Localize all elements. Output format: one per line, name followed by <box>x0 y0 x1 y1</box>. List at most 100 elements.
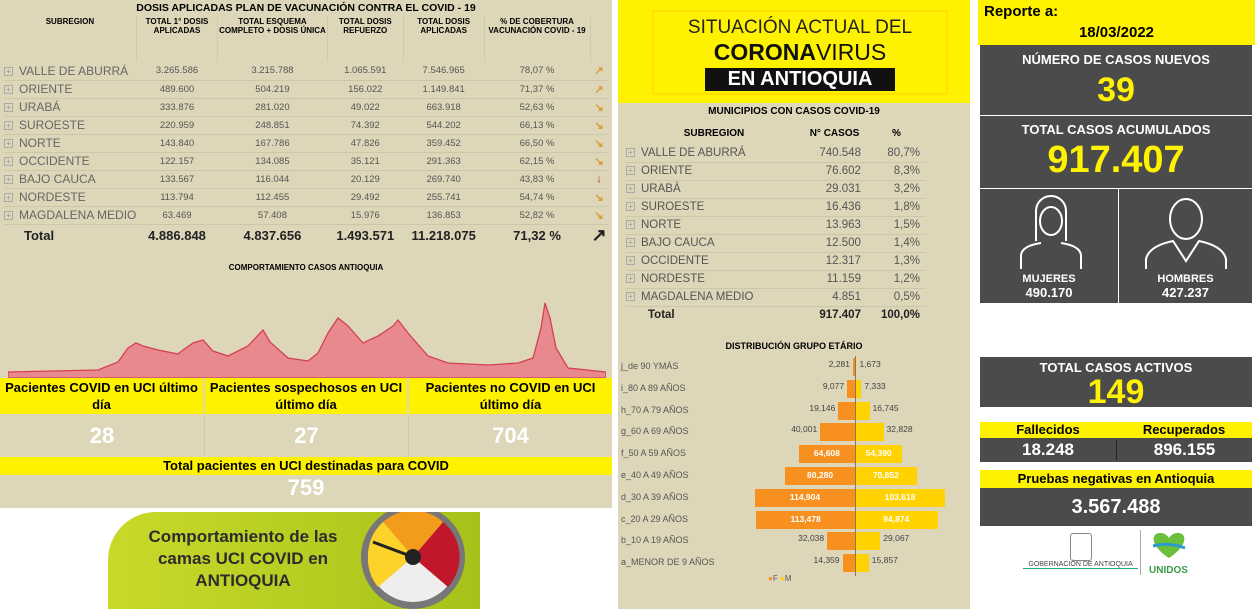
bar-male[interactable] <box>855 379 862 398</box>
expand-icon[interactable]: + <box>4 193 13 203</box>
expand-icon[interactable]: + <box>626 292 635 302</box>
cell-text: OCCIDENTE <box>641 255 709 267</box>
arrow-glyph: ↘ <box>594 155 604 168</box>
cell: 1,8% <box>866 198 926 217</box>
bar-male[interactable] <box>855 467 917 485</box>
bar-female[interactable] <box>842 554 855 573</box>
subregion-cell: + NORDESTE <box>4 188 137 207</box>
subregion-cell: + BAJO CAUCA <box>4 170 137 189</box>
cell-text: 1,4% <box>893 237 920 249</box>
bar-female[interactable] <box>827 532 855 551</box>
report-date: 18/03/2022 <box>1078 24 1155 41</box>
new-cases-box: NÚMERO DE CASOS NUEVOS 39 <box>980 45 1252 115</box>
municipios-row[interactable]: + MAGDALENA MEDIO 4.851 0,5% <box>626 288 926 307</box>
cell-text: 54,74 % <box>519 191 555 203</box>
cell-text: 281.020 <box>255 101 290 113</box>
expand-icon[interactable]: + <box>4 157 13 167</box>
bar-female[interactable] <box>756 510 855 529</box>
expand-icon[interactable]: + <box>626 274 635 284</box>
deaths-label: Fallecidos <box>1016 422 1080 437</box>
cell-text: 116.044 <box>255 173 290 185</box>
vaccination-header: TOTAL DOSIS REFUERZO <box>327 17 404 62</box>
value-cell: 20.129 <box>327 170 404 189</box>
expand-icon[interactable]: + <box>626 220 635 230</box>
cell-text: 35.121 <box>350 155 380 167</box>
municipios-row[interactable]: + NORDESTE 11.159 1,2% <box>626 270 926 289</box>
vaccination-row[interactable]: + VALLE DE ABURRÁ 3.265.586 3.215.788 1.065.… <box>4 62 608 81</box>
cell-text: 663.918 <box>426 101 461 113</box>
bar-male[interactable] <box>855 554 869 573</box>
cell-text: 248.851 <box>255 119 290 131</box>
vaccination-row[interactable]: + BAJO CAUCA 133.567 116.044 20.129 269.740 43… <box>4 170 608 189</box>
expand-icon[interactable]: + <box>4 139 13 149</box>
bar-male[interactable] <box>855 445 903 464</box>
trend-down-icon: ↓ <box>590 170 608 189</box>
expand-icon[interactable]: + <box>626 238 635 248</box>
uci-beds-banner[interactable]: Comportamiento de las camas UCI COVID en… <box>108 512 480 609</box>
vaccination-row[interactable]: + URABÁ 333.876 281.020 49.022 663.918 52,63 %… <box>4 98 608 117</box>
municipios-row[interactable]: + URABÁ 29.031 3,2% <box>626 180 926 199</box>
arrow-glyph: ↘ <box>594 209 604 222</box>
cell-text: SUROESTE <box>641 201 705 213</box>
bar-female[interactable] <box>798 445 855 464</box>
arrow-glyph: ↓ <box>596 173 602 185</box>
bar-male[interactable] <box>855 510 938 529</box>
expand-icon[interactable]: + <box>4 211 13 221</box>
female-value-label: 40,001 <box>791 424 818 435</box>
bar-male[interactable] <box>855 488 946 507</box>
cell-text: 62,15 % <box>519 155 555 167</box>
bar-male[interactable] <box>855 532 881 551</box>
cell-text: 71,37 % <box>519 83 555 95</box>
value-cell: 281.020 <box>217 98 328 117</box>
expand-icon[interactable]: + <box>4 175 13 185</box>
cell-text: 544.202 <box>426 119 461 131</box>
cell-text: 11.159 <box>826 273 861 285</box>
bar-female[interactable] <box>755 488 855 507</box>
bar-female[interactable] <box>785 467 855 485</box>
municipios-row[interactable]: + NORTE 13.963 1,5% <box>626 216 926 235</box>
expand-icon[interactable]: + <box>626 184 635 194</box>
value-cell: 35.121 <box>327 152 404 171</box>
vaccination-row[interactable]: + OCCIDENTE 122.157 134.085 35.121 291.363 62,… <box>4 152 608 171</box>
total-cell: 917.407 <box>819 309 861 322</box>
bar-female[interactable] <box>838 401 855 420</box>
arrow-glyph: ↘ <box>594 137 604 150</box>
vaccination-row[interactable]: + SUROESTE 220.959 248.851 74.392 544.202 66,1… <box>4 116 608 135</box>
vaccination-row[interactable]: + MAGDALENA MEDIO 63.469 57.408 15.976 136.85… <box>4 206 608 225</box>
male-value-label: 54,390 <box>865 448 892 459</box>
cell: 13.963 <box>802 216 867 235</box>
municipios-row[interactable]: + ORIENTE 76.602 8,3% <box>626 162 926 181</box>
municipios-header: % <box>892 127 901 139</box>
expand-icon[interactable]: + <box>4 67 13 77</box>
expand-icon[interactable]: + <box>626 166 635 176</box>
bar-female[interactable] <box>820 423 855 442</box>
vaccination-row[interactable]: + NORTE 143.840 167.786 47.826 359.452 66,50 %… <box>4 134 608 153</box>
expand-icon[interactable]: + <box>4 103 13 113</box>
municipios-row[interactable]: + SUROESTE 16.436 1,8% <box>626 198 926 217</box>
municipios-header: N° CASOS <box>809 127 860 139</box>
bar-female[interactable] <box>847 379 855 398</box>
bar-male[interactable] <box>855 401 870 420</box>
bar-female[interactable] <box>853 358 855 376</box>
expand-icon[interactable]: + <box>626 202 635 212</box>
value-cell: 1.149.841 <box>403 80 485 99</box>
value-cell: 255.741 <box>403 188 485 207</box>
expand-icon[interactable]: + <box>626 256 635 266</box>
municipios-row[interactable]: + BAJO CAUCA 12.500 1,4% <box>626 234 926 253</box>
negative-tests-value: 3.567.488 <box>980 488 1252 526</box>
arrow-glyph: ↗ <box>594 83 604 96</box>
expand-icon[interactable]: + <box>4 85 13 95</box>
trend-up-icon: ↗ <box>590 80 608 99</box>
cell: 12.317 <box>802 252 867 271</box>
municipios-row[interactable]: + OCCIDENTE 12.317 1,3% <box>626 252 926 271</box>
cell-text: 1.149.841 <box>422 83 465 95</box>
cell-text: 134.085 <box>255 155 290 167</box>
vaccination-row[interactable]: + NORDESTE 113.794 112.455 29.492 255.741 54,7… <box>4 188 608 207</box>
men-label: HOMBRES <box>1157 273 1214 285</box>
expand-icon[interactable]: + <box>4 121 13 131</box>
bar-male[interactable] <box>855 423 884 442</box>
municipios-row[interactable]: + VALLE DE ABURRÁ 740.548 80,7% <box>626 144 926 163</box>
cell: 8,3% <box>866 162 926 181</box>
expand-icon[interactable]: + <box>626 148 635 158</box>
vaccination-row[interactable]: + ORIENTE 489.600 504.219 156.022 1.149.841 71… <box>4 80 608 99</box>
